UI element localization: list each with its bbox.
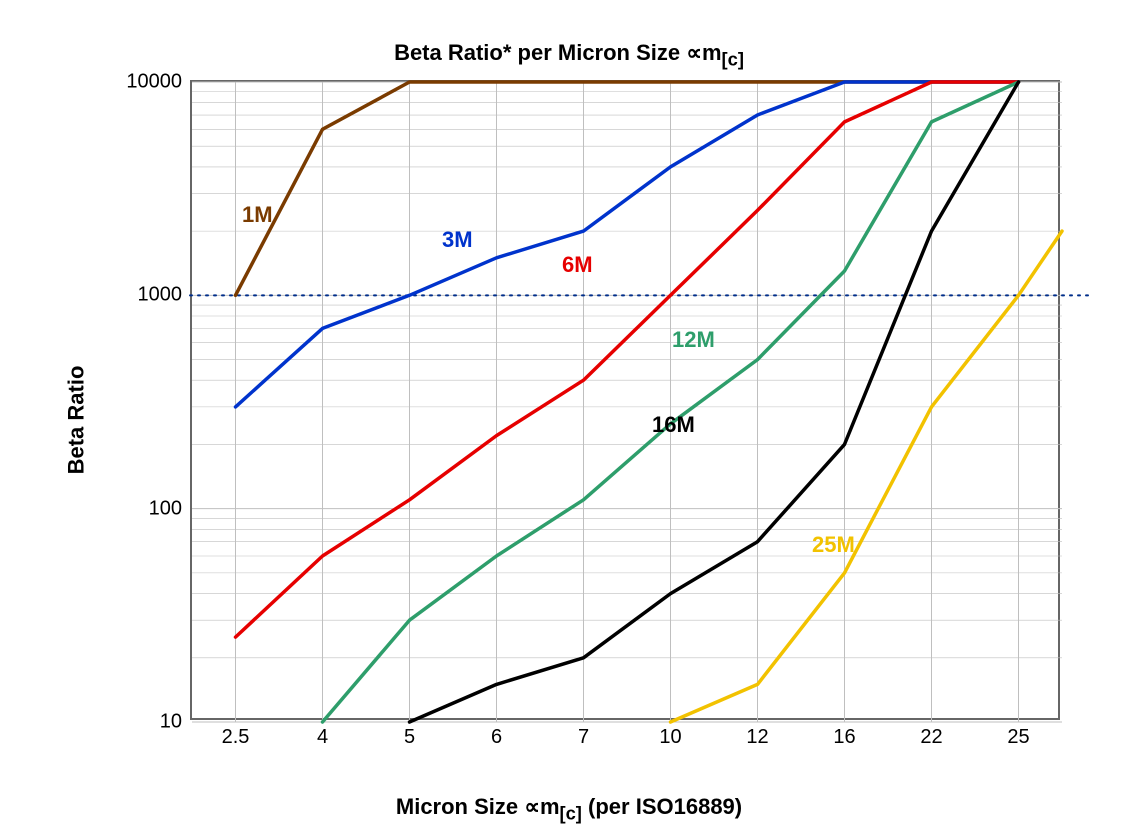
y-tick: 100 [149, 497, 192, 520]
x-tick: 2.5 [222, 718, 250, 749]
series-label: 6M [562, 252, 593, 278]
chart-title-main: Beta Ratio* per Micron Size ∝m [394, 40, 721, 65]
series-label: 3M [442, 227, 473, 253]
x-tick: 4 [317, 718, 328, 749]
series-label: 25M [812, 532, 855, 558]
series-line [410, 82, 1019, 722]
x-tick: 16 [833, 718, 855, 749]
chart-title: Beta Ratio* per Micron Size ∝m[c] [0, 40, 1138, 70]
series-label: 1M [242, 202, 273, 228]
x-tick: 10 [659, 718, 681, 749]
x-axis-label-sub: [c] [560, 802, 582, 823]
series-line [236, 82, 1019, 295]
y-tick: 10000 [126, 71, 192, 94]
series-line [671, 231, 1063, 722]
x-tick: 25 [1007, 718, 1029, 749]
x-tick: 5 [404, 718, 415, 749]
y-tick: 10 [160, 711, 192, 734]
series-label: 12M [672, 327, 715, 353]
x-tick: 12 [746, 718, 768, 749]
y-axis-label: Beta Ratio [63, 366, 89, 475]
x-axis-label: Micron Size ∝m[c] (per ISO16889) [0, 794, 1138, 824]
x-tick: 6 [491, 718, 502, 749]
plot-svg [192, 82, 1062, 722]
series-label: 16M [652, 412, 695, 438]
y-tick: 1000 [138, 284, 193, 307]
x-tick: 22 [920, 718, 942, 749]
beta-ratio-chart: Beta Ratio* per Micron Size ∝m[c] Beta R… [0, 0, 1138, 840]
x-tick: 7 [578, 718, 589, 749]
x-axis-label-tail: (per ISO16889) [582, 794, 742, 819]
plot-area: 2.545671012162225101001000100001M3M6M12M… [190, 80, 1060, 720]
series-line [236, 82, 1019, 407]
x-axis-label-main: Micron Size ∝m [396, 794, 560, 819]
chart-title-sub: [c] [722, 48, 744, 69]
